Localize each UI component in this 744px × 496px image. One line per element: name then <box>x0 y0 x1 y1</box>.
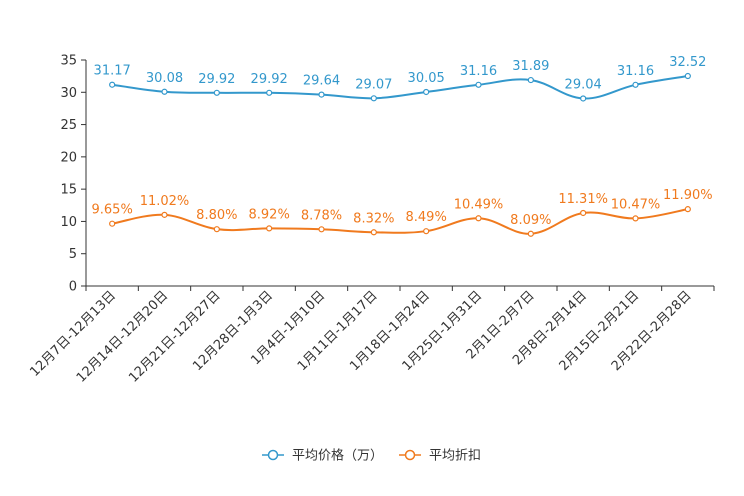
legend-label: 平均价格（万） <box>292 448 383 464</box>
data-label: 29.92 <box>198 72 235 87</box>
data-point[interactable] <box>527 76 534 84</box>
data-point[interactable] <box>109 81 116 88</box>
legend-marker-icon <box>404 449 416 461</box>
data-label: 11.90% <box>663 188 713 203</box>
series-layer: 31.17 30.08 29.92 29.92 29.64 29.07 30.05 31.16… <box>92 55 713 237</box>
legend-item-2[interactable]: 平均折扣 <box>399 449 481 464</box>
y-tick-label: 5 <box>69 247 77 262</box>
legend-marker-icon <box>267 449 279 461</box>
series-2: 9.65% 11.02% 8.80% 8.92% 8.78% 8.32% 8.49% 10.4… <box>92 188 713 237</box>
data-point[interactable] <box>161 211 168 218</box>
x-tick-label: 12月14日-12月20日 <box>74 288 171 385</box>
data-point[interactable] <box>423 88 430 96</box>
data-point[interactable] <box>109 220 116 227</box>
data-point[interactable] <box>370 229 377 236</box>
data-point[interactable] <box>318 226 325 233</box>
data-point[interactable] <box>423 228 430 235</box>
series-line <box>111 208 689 235</box>
data-label: 10.47% <box>611 197 661 212</box>
data-point[interactable] <box>632 215 639 222</box>
data-label: 8.09% <box>510 213 551 228</box>
data-label: 29.92 <box>251 72 288 87</box>
y-tick-label: 35 <box>60 54 77 69</box>
legend-item-1[interactable]: 平均价格（万） <box>262 448 383 464</box>
data-point[interactable] <box>580 209 587 217</box>
data-point[interactable] <box>213 226 220 233</box>
data-label: 32.52 <box>669 55 706 70</box>
data-label: 31.17 <box>94 64 131 79</box>
data-point[interactable] <box>266 89 273 96</box>
data-label: 29.04 <box>565 77 602 92</box>
data-point[interactable] <box>527 230 534 237</box>
legend-label: 平均折扣 <box>429 449 481 464</box>
y-tick-label: 0 <box>69 280 77 295</box>
data-label: 31.89 <box>512 59 549 74</box>
data-label: 8.49% <box>406 210 447 225</box>
data-label: 9.65% <box>92 203 133 218</box>
data-label: 30.05 <box>408 71 445 86</box>
data-point[interactable] <box>370 95 377 102</box>
x-tick-label: 12月21日-12月27日 <box>126 288 223 385</box>
series-line <box>112 75 688 100</box>
data-label: 10.49% <box>454 197 504 212</box>
data-label: 11.02% <box>140 194 190 209</box>
data-label: 31.16 <box>617 64 654 79</box>
y-tick-label: 25 <box>60 118 77 133</box>
data-label: 8.92% <box>249 207 290 222</box>
data-label: 8.32% <box>353 211 394 226</box>
data-label: 31.16 <box>460 64 497 79</box>
data-label: 29.07 <box>355 77 392 92</box>
data-point[interactable] <box>580 95 587 102</box>
data-point[interactable] <box>684 72 691 80</box>
data-point[interactable] <box>475 81 482 88</box>
y-tick-label: 15 <box>60 183 77 198</box>
data-label: 8.78% <box>301 208 342 223</box>
data-label: 8.80% <box>196 208 237 223</box>
data-point[interactable] <box>318 91 325 98</box>
data-label: 29.64 <box>303 74 340 89</box>
y-tick-label: 10 <box>60 215 77 230</box>
y-tick-label: 20 <box>60 150 77 165</box>
data-point[interactable] <box>475 215 482 222</box>
data-point[interactable] <box>266 225 273 232</box>
data-label: 30.08 <box>146 71 183 86</box>
data-label: 11.31% <box>558 192 608 207</box>
data-point[interactable] <box>161 88 168 95</box>
y-tick-label: 30 <box>60 86 77 101</box>
legend[interactable]: 平均价格（万） 平均折扣 <box>262 448 481 464</box>
x-tick-label: 12月7日-12月13日 <box>27 288 119 380</box>
series-1: 31.17 30.08 29.92 29.92 29.64 29.07 30.05 31.16… <box>94 55 706 102</box>
data-point[interactable] <box>632 81 639 88</box>
data-point[interactable] <box>213 89 220 96</box>
data-point[interactable] <box>684 206 691 213</box>
